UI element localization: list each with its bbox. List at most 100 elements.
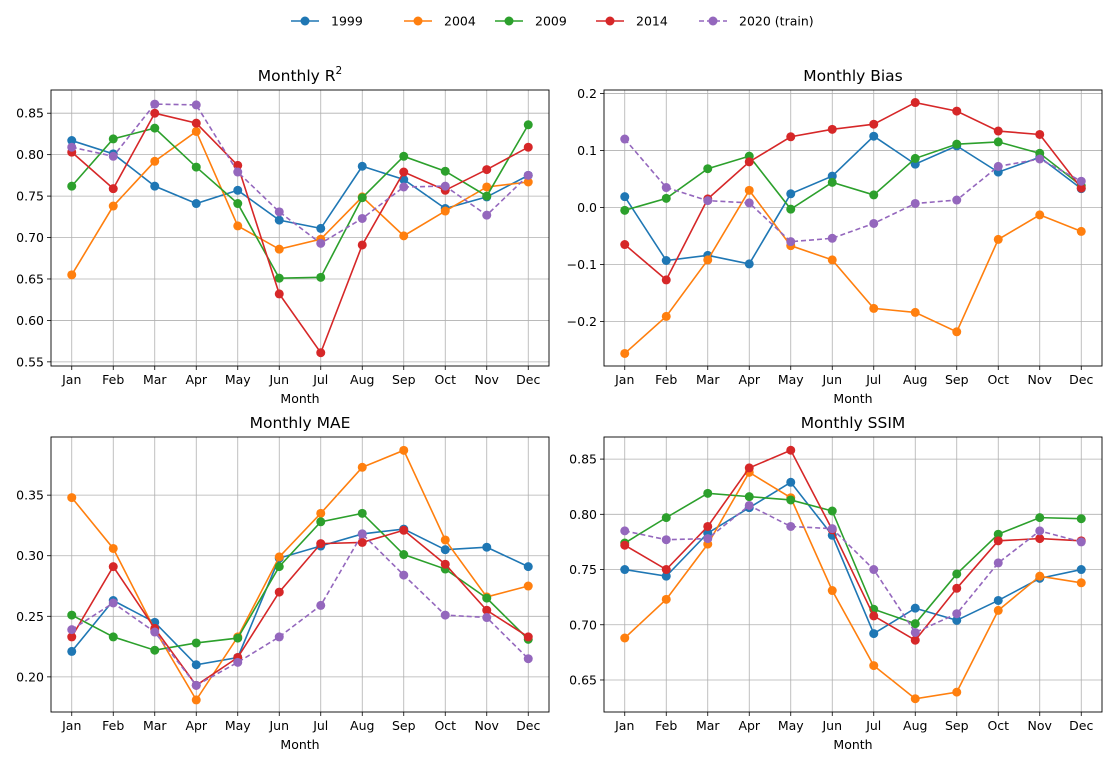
data-point bbox=[399, 167, 409, 177]
data-point bbox=[233, 185, 243, 195]
data-point bbox=[191, 660, 201, 670]
data-point bbox=[744, 185, 754, 195]
series-line bbox=[71, 139, 529, 230]
data-point bbox=[399, 550, 409, 560]
data-point bbox=[108, 184, 118, 194]
data-point bbox=[150, 99, 160, 109]
data-point bbox=[108, 543, 118, 553]
data-point bbox=[440, 545, 450, 555]
y-tick-label: 0.70 bbox=[16, 230, 44, 245]
chart-title: Monthly SSIM bbox=[801, 414, 906, 432]
data-point bbox=[233, 167, 243, 177]
x-tick-label: Nov bbox=[475, 718, 500, 733]
data-point bbox=[233, 657, 243, 667]
chart-title: Monthly R2 bbox=[258, 65, 342, 85]
legend-label: 2014 bbox=[636, 14, 668, 29]
x-tick-label: Nov bbox=[1028, 372, 1053, 387]
series-line bbox=[624, 188, 1082, 355]
data-point bbox=[357, 537, 367, 547]
data-point bbox=[1076, 176, 1086, 186]
series-2009 bbox=[620, 488, 1086, 629]
series-2009 bbox=[620, 137, 1086, 215]
data-point bbox=[67, 493, 77, 503]
axes-frame bbox=[603, 89, 1103, 367]
data-point bbox=[274, 289, 284, 299]
chart-title-text: Monthly R bbox=[258, 67, 336, 85]
x-tick-label: Feb bbox=[655, 372, 677, 387]
data-point bbox=[786, 495, 796, 505]
series-1999 bbox=[620, 131, 1086, 269]
legend-marker bbox=[300, 16, 310, 26]
data-point bbox=[316, 272, 326, 282]
data-point bbox=[274, 244, 284, 254]
data-point bbox=[274, 562, 284, 572]
legend-marker bbox=[504, 16, 514, 26]
data-point bbox=[357, 240, 367, 250]
data-point bbox=[399, 231, 409, 241]
data-point bbox=[910, 627, 920, 637]
data-point bbox=[744, 463, 754, 473]
chart-title-text: Monthly Bias bbox=[803, 67, 903, 85]
data-point bbox=[191, 162, 201, 172]
data-point bbox=[661, 571, 671, 581]
data-point bbox=[620, 633, 630, 643]
data-point bbox=[523, 177, 533, 187]
data-point bbox=[523, 654, 533, 664]
x-tick-label: Sep bbox=[945, 372, 969, 387]
x-axis-label: Month bbox=[280, 737, 319, 752]
legend-entry: 2004 bbox=[404, 14, 476, 29]
data-point bbox=[357, 462, 367, 472]
y-tick-label: 0.1 bbox=[577, 143, 597, 158]
series-line bbox=[71, 130, 529, 276]
x-axis-label: Month bbox=[833, 391, 872, 406]
x-tick-label: Nov bbox=[475, 372, 500, 387]
x-tick-label: Dec bbox=[1069, 718, 1093, 733]
y-tick-label: 0.0 bbox=[577, 200, 597, 215]
chart-title: Monthly Bias bbox=[803, 67, 903, 85]
data-point bbox=[316, 348, 326, 358]
data-point bbox=[827, 171, 837, 181]
data-point bbox=[1035, 571, 1045, 581]
data-point bbox=[150, 627, 160, 637]
x-tick-label: May bbox=[778, 718, 804, 733]
data-point bbox=[910, 98, 920, 108]
series-2020-train- bbox=[67, 529, 533, 690]
data-point bbox=[703, 521, 713, 531]
series-line bbox=[624, 492, 1082, 625]
data-point bbox=[620, 540, 630, 550]
data-point bbox=[827, 124, 837, 134]
data-point bbox=[482, 542, 492, 552]
data-point bbox=[1076, 514, 1086, 524]
y-tick-label: 0.65 bbox=[569, 672, 597, 687]
y-tick-label: 0.75 bbox=[569, 562, 597, 577]
data-point bbox=[274, 552, 284, 562]
data-point bbox=[482, 613, 492, 623]
data-point bbox=[910, 694, 920, 704]
data-point bbox=[993, 137, 1003, 147]
x-tick-label: Apr bbox=[185, 372, 207, 387]
chart-title: Monthly MAE bbox=[250, 414, 351, 432]
legend-entry: 1999 bbox=[291, 14, 363, 29]
data-point bbox=[67, 625, 77, 635]
series-line bbox=[624, 481, 1082, 635]
chart-panel-4: Jan Feb Mar Apr May Jun Jul Aug Sep Oct Nov Dec 0.65… bbox=[569, 414, 1103, 752]
data-point bbox=[910, 619, 920, 629]
data-point bbox=[910, 603, 920, 613]
series-line bbox=[624, 449, 1082, 642]
data-point bbox=[661, 311, 671, 321]
x-tick-label: Feb bbox=[102, 372, 124, 387]
y-tick-label: 0.55 bbox=[16, 354, 44, 369]
data-point bbox=[869, 611, 879, 621]
y-tick-label: 0.85 bbox=[569, 452, 597, 467]
data-point bbox=[620, 565, 630, 575]
data-point bbox=[703, 164, 713, 174]
data-point bbox=[274, 587, 284, 597]
series-line bbox=[71, 528, 529, 666]
series-2020-train- bbox=[620, 134, 1086, 247]
data-point bbox=[1076, 578, 1086, 588]
y-tick-label: 0.85 bbox=[16, 106, 44, 121]
data-point bbox=[952, 609, 962, 619]
data-point bbox=[67, 181, 77, 191]
data-point bbox=[827, 586, 837, 596]
legend-label: 1999 bbox=[331, 14, 363, 29]
